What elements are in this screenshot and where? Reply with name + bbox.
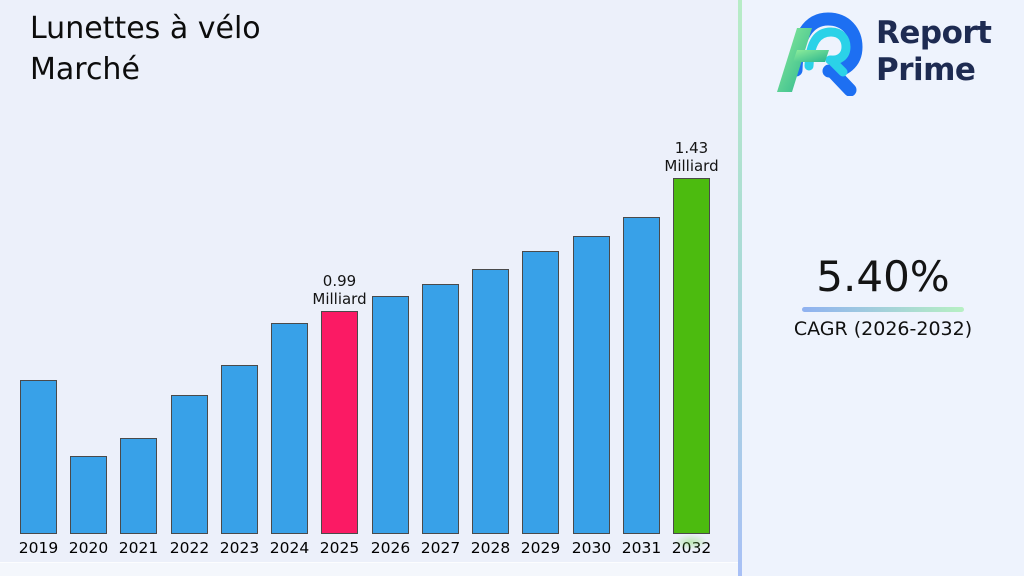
bar-2029 [522,251,559,534]
info-panel: Report Prime 5.40% CAGR (2026-2032) [742,0,1024,576]
x-tick-2025: 2025 [319,539,360,557]
bar-2020 [70,456,107,534]
x-tick-2032: 2032 [672,539,711,557]
bottom-strip [0,562,738,576]
x-tick-2022: 2022 [169,539,210,557]
x-tick-2030: 2030 [571,539,612,557]
page-title-line1: Lunettes à vélo [30,11,261,46]
cagr-value: 5.40% [816,252,950,301]
bar-2032 [673,178,710,534]
report-prime-logo-icon [777,12,863,96]
x-tick-2031: 2031 [621,539,662,557]
bar-2031 [623,217,660,534]
bar-glow-2032 [674,534,708,550]
x-tick-2026: 2026 [370,539,411,557]
bar-2028 [472,269,509,534]
x-tick-2019: 2019 [18,539,59,557]
bar-2021 [120,438,157,534]
x-tick-2023: 2023 [219,539,260,557]
x-tick-2029: 2029 [520,539,561,557]
bar-2025 [321,311,358,534]
x-tick-2024: 2024 [269,539,310,557]
page-title-line2: Marché [30,52,140,87]
x-tick-2021: 2021 [118,539,159,557]
bar-2026 [372,296,409,534]
page-title: Lunettes à vélo Marché [30,8,261,90]
report-prime-logo: Report Prime [770,8,992,96]
cagr-underline [802,307,964,312]
cagr-block: 5.40% CAGR (2026-2032) [742,252,1024,340]
x-tick-2027: 2027 [420,539,461,557]
bar-2023 [221,365,258,534]
bar-value-label-2032: 1.43 Milliard [664,139,719,175]
bar-value-label-2025: 0.99 Milliard [312,272,367,308]
bar-chart: 2019 2020 2021 2022 2023 2024 2025 0.99 Milliard… [18,139,719,557]
bar-2022 [171,395,208,534]
logo-text-line1: Report [876,15,992,51]
x-tick-2020: 2020 [68,539,109,557]
bar-2024 [271,323,308,534]
x-tick-2028: 2028 [470,539,511,557]
chart-panel: Lunettes à vélo Marché 2019 2020 2021 2022 2… [0,8,738,576]
logo-text-line2: Prime [876,52,976,88]
cagr-label: CAGR (2026-2032) [793,318,973,340]
bar-2030 [573,236,610,534]
panel-divider [738,0,742,576]
bar-2027 [422,284,459,534]
logo-text: Report Prime [876,15,992,89]
bar-2019 [20,380,57,534]
